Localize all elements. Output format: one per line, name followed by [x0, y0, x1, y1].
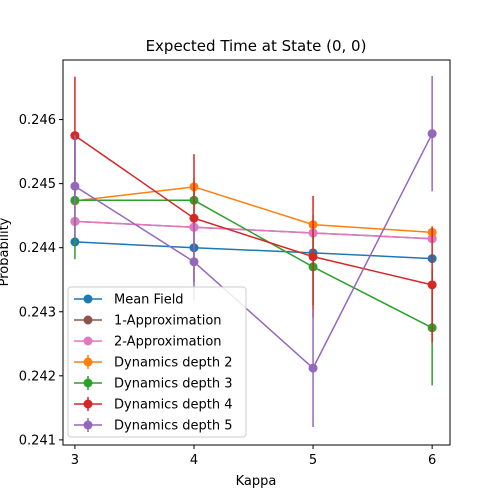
- series-line: [74, 133, 433, 370]
- y-tick-label: 0.243: [19, 305, 56, 320]
- y-axis-label: Probability: [0, 217, 12, 286]
- series-line: [74, 241, 433, 260]
- legend-marker: [83, 357, 93, 367]
- series-dynamics-depth-5: [70, 76, 437, 428]
- legend-item: 2-Approximation: [74, 335, 222, 350]
- x-tick-label: 3: [71, 453, 79, 468]
- legend-marker: [83, 399, 93, 409]
- y-tick-label: 0.244: [19, 241, 56, 256]
- legend-item: Dynamics depth 3: [74, 376, 232, 392]
- y-tick-label: 0.242: [19, 369, 56, 384]
- series-line: [74, 199, 433, 329]
- legend-label: Mean Field: [114, 293, 184, 308]
- x-tick-label: 5: [309, 453, 317, 468]
- data-point: [308, 252, 318, 262]
- series-line: [74, 186, 433, 234]
- x-tick-label: 4: [190, 453, 198, 468]
- data-point: [189, 213, 199, 223]
- data-point: [189, 257, 199, 267]
- legend-label: Dynamics depth 5: [114, 419, 232, 434]
- legend: Mean Field 1-Approximation 2-Approximation…: [67, 286, 247, 438]
- y-tick-label: 0.245: [19, 177, 56, 192]
- x-tick-label: 6: [428, 453, 436, 468]
- legend-item: Dynamics depth 5: [74, 418, 232, 434]
- x-axis: 3 4 5 6: [71, 445, 436, 468]
- legend-item: 1-Approximation: [74, 314, 222, 329]
- plot-area: [62, 59, 451, 446]
- y-axis: 0.241 0.242 0.243 0.244 0.245 0.246: [19, 113, 63, 448]
- x-axis-label: Kappa: [236, 474, 277, 489]
- legend-marker: [83, 336, 93, 346]
- legend-item: Dynamics depth 4: [74, 397, 232, 413]
- legend-item: Mean Field: [74, 293, 184, 308]
- data-point: [308, 363, 318, 373]
- legend-label: Dynamics depth 4: [114, 398, 232, 413]
- series-line: [74, 134, 433, 286]
- legend-box: [67, 286, 247, 438]
- series-layer: [70, 76, 437, 428]
- data-point: [70, 181, 80, 191]
- legend-label: 2-Approximation: [114, 335, 222, 350]
- legend-marker: [83, 294, 93, 304]
- legend-marker: [83, 315, 93, 325]
- legend-item: Dynamics depth 2: [74, 355, 232, 371]
- legend-label: Dynamics depth 3: [114, 377, 232, 392]
- chart-title: Expected Time at State (0, 0): [146, 37, 367, 55]
- data-point: [427, 129, 437, 139]
- data-point: [427, 280, 437, 290]
- legend-label: 1-Approximation: [114, 314, 222, 329]
- y-tick-label: 0.241: [19, 433, 56, 448]
- legend-label: Dynamics depth 2: [114, 356, 232, 371]
- legend-marker: [83, 378, 93, 388]
- y-tick-label: 0.246: [19, 113, 56, 128]
- legend-marker: [83, 420, 93, 430]
